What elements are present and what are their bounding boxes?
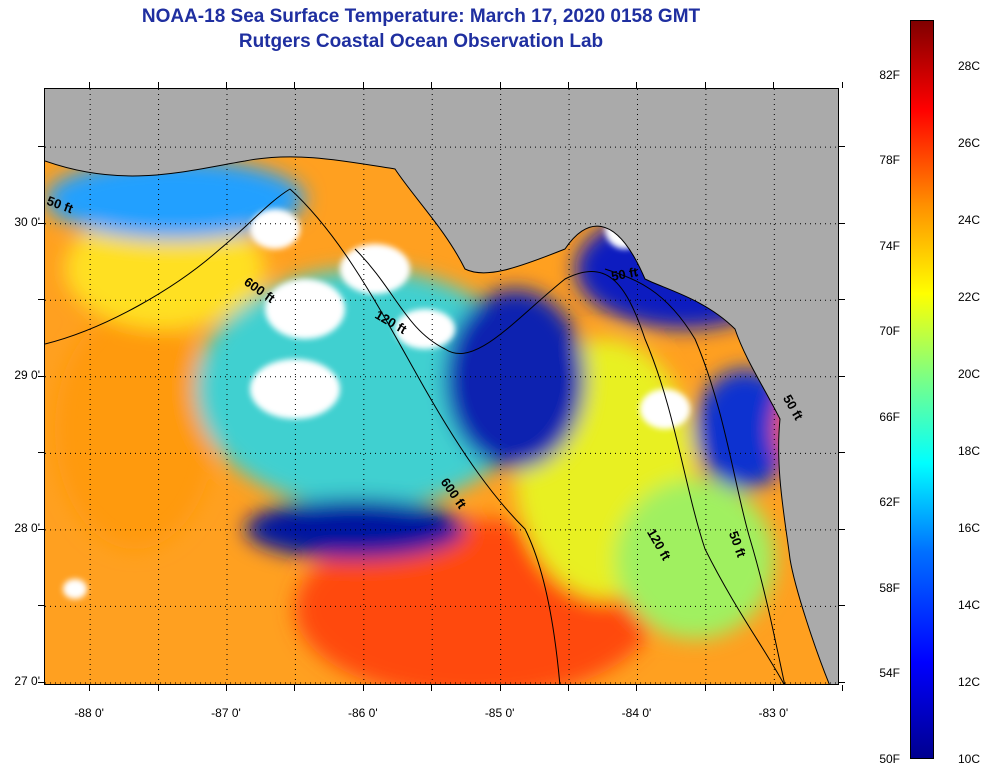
colorbar-celsius-label: 24C: [958, 213, 981, 228]
lon-tick: [773, 685, 775, 691]
colorbar-celsius-label: 20C: [958, 367, 981, 382]
contour-600ft-east: [289, 188, 561, 684]
lon-tick: [841, 685, 843, 691]
lat-tick: [839, 222, 845, 224]
contour-120ft: [354, 248, 785, 684]
lat-tick: [839, 528, 845, 530]
lon-tick: [636, 685, 638, 691]
latitude-label: 27 0': [14, 673, 40, 688]
lat-tick: [839, 605, 845, 607]
colorbar-fahrenheit-label: 58F: [879, 580, 900, 595]
colorbar-fahrenheit-label: 70F: [879, 324, 900, 339]
longitude-label: -86 0': [347, 706, 378, 720]
lon-tick: [157, 685, 159, 691]
coastline: [45, 156, 830, 684]
lon-tick: [89, 82, 91, 88]
colorbar-fahrenheit-label: 54F: [879, 666, 900, 681]
sst-map: 50 ft 600 ft 120 ft 50 ft 600 ft 120 ft 50 ft 5…: [44, 88, 839, 685]
cloud-patch: [640, 389, 690, 429]
lon-tick: [362, 685, 364, 691]
colorbar-celsius-label: 14C: [958, 598, 981, 613]
colorbar-celsius-label: 22C: [958, 290, 981, 305]
lat-tick: [839, 146, 845, 148]
cloud-patch: [250, 209, 300, 249]
colorbar-fahrenheit-label: 82F: [879, 67, 900, 82]
longitude-label: -87 0': [211, 706, 241, 720]
lat-tick: [38, 681, 44, 683]
lon-tick: [294, 82, 296, 88]
colorbar-fahrenheit-label: 50F: [879, 752, 900, 766]
cloud-patch: [340, 244, 410, 294]
cloud-patch: [265, 279, 345, 339]
lat-tick: [38, 146, 44, 148]
lon-tick: [841, 82, 843, 88]
yellow-shelf-water-west: [65, 209, 265, 329]
green-shelf-water: [615, 479, 775, 639]
lat-tick: [38, 299, 44, 301]
lon-tick: [499, 82, 501, 88]
lon-tick: [362, 82, 364, 88]
colorbar-fahrenheit-label: 62F: [879, 495, 900, 510]
lat-tick: [38, 605, 44, 607]
lat-tick: [839, 452, 845, 454]
lat-tick: [839, 681, 845, 683]
lon-tick: [568, 685, 570, 691]
latitude-label: 28 0': [14, 520, 40, 535]
colorbar-celsius-label: 10C: [958, 752, 981, 766]
colorbar-celsius-label: 16C: [958, 521, 981, 536]
chart-subtitle: Rutgers Coastal Ocean Observation Lab: [238, 31, 604, 52]
longitude-label: -83 0': [758, 706, 789, 720]
colorbar-fahrenheit-label: 78F: [879, 153, 900, 168]
lat-tick: [38, 452, 44, 454]
lat-tick: [839, 299, 845, 301]
warm-water-west: [55, 309, 215, 549]
temperature-colorbar: [910, 20, 934, 759]
latitude-label: 29 0': [14, 367, 40, 382]
cold-water-band: [245, 499, 465, 559]
chart-title: NOAA-18 Sea Surface Temperature: March 1…: [141, 6, 701, 27]
lon-tick: [636, 82, 638, 88]
lon-tick: [89, 685, 91, 691]
lon-tick: [225, 685, 227, 691]
colorbar-fahrenheit-label: 66F: [879, 409, 900, 424]
longitude-label: -85 0': [484, 706, 515, 720]
lon-tick: [431, 82, 433, 88]
lon-tick: [704, 685, 706, 691]
cloud-patch: [63, 579, 87, 599]
lon-tick: [773, 82, 775, 88]
lon-tick: [704, 82, 706, 88]
sst-map-canvas: [45, 89, 838, 684]
lat-tick: [839, 375, 845, 377]
lon-tick: [499, 685, 501, 691]
land-mass-south: [805, 522, 838, 684]
lat-tick: [38, 222, 44, 224]
colorbar-celsius-label: 26C: [958, 136, 981, 151]
latitude-label: 30 0': [14, 214, 40, 229]
lon-tick: [431, 685, 433, 691]
lon-tick: [225, 82, 227, 88]
longitude-label: -88 0': [74, 706, 104, 720]
lon-tick: [157, 82, 159, 88]
longitude-label: -84 0': [621, 706, 652, 720]
land-mass: [45, 89, 838, 684]
lat-tick: [38, 375, 44, 377]
lon-tick: [294, 685, 296, 691]
contour-50ft: [604, 268, 786, 684]
lon-tick: [568, 82, 570, 88]
lat-tick: [38, 528, 44, 530]
colorbar-celsius-label: 18C: [958, 444, 981, 459]
colorbar-fahrenheit-label: 74F: [879, 238, 900, 253]
contour-600ft-west: [45, 188, 291, 345]
cold-water-plume: [445, 289, 585, 469]
colorbar-celsius-label: 28C: [958, 59, 981, 74]
cool-coastal-water-west: [45, 159, 305, 239]
colorbar-celsius-label: 12C: [958, 675, 981, 690]
